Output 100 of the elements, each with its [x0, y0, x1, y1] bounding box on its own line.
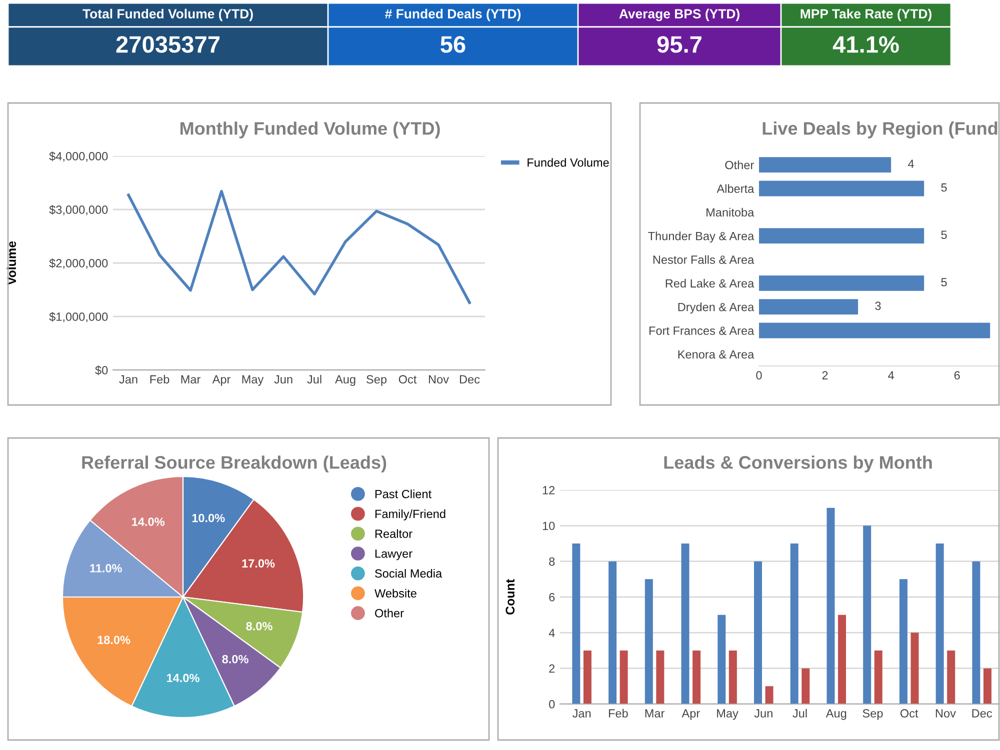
y-tick-label: $2,000,000 — [49, 258, 108, 269]
x-tick-label: Feb — [608, 708, 628, 718]
y-tick-label: Nestor Falls & Area — [653, 255, 754, 264]
y-tick-label: $4,000,000 — [49, 152, 108, 162]
x-tick-label: Apr — [682, 709, 700, 720]
y-tick-label: Kenora & Area — [678, 350, 754, 359]
category-label: Average BPS (YTD) — [619, 8, 740, 22]
bar — [759, 275, 924, 291]
data-label: 8.0% — [246, 622, 272, 630]
bar — [754, 561, 762, 704]
bar — [899, 579, 908, 704]
legend-label: Family/Friend — [375, 509, 446, 520]
bar — [759, 299, 858, 315]
y-axis-title: Volume — [6, 241, 16, 286]
x-tick-label: Sep — [862, 709, 883, 720]
data-label: 5 — [941, 278, 947, 286]
data-label: 5 — [941, 183, 947, 192]
data-label: 14.0% — [132, 518, 165, 526]
x-tick-label: Mar — [645, 709, 665, 718]
bar — [728, 650, 737, 704]
bar — [972, 561, 980, 704]
bar — [936, 544, 944, 704]
x-tick-label: Jan — [572, 709, 591, 718]
x-tick-label: Oct — [900, 709, 918, 718]
bar — [838, 614, 846, 704]
x-tick-label: 2 — [822, 371, 828, 380]
x-tick-label: Dec — [972, 709, 992, 718]
y-tick-label: Fort Frances & Area — [649, 326, 754, 335]
x-tick-label: Jul — [792, 708, 807, 718]
x-tick-label: Jul — [307, 374, 322, 384]
y-tick-label: $0 — [95, 366, 108, 376]
category-label: # Funded Deals (YTD) — [385, 8, 521, 22]
x-tick-label: Jun — [274, 375, 292, 384]
data-label: 11.0% — [90, 564, 122, 572]
bar — [572, 544, 580, 704]
x-tick-label: Nov — [936, 709, 956, 718]
bar — [759, 180, 924, 196]
y-tick-label: 6 — [549, 593, 555, 602]
legend-label: Realtor — [375, 529, 412, 538]
bar — [790, 544, 798, 704]
chart-title: Referral Source Breakdown (Leads) — [82, 456, 386, 472]
legend-label: Other — [375, 608, 404, 618]
bar — [620, 650, 628, 704]
bar — [583, 650, 592, 704]
y-tick-label: 10 — [542, 522, 555, 530]
bar — [947, 650, 956, 704]
data-label: 3 — [875, 302, 881, 310]
y-tick-label: Alberta — [716, 184, 754, 193]
y-tick-label: 2 — [549, 664, 555, 673]
y-tick-label: Manitoba — [706, 208, 754, 217]
x-tick-label: Nov — [428, 375, 449, 384]
data-label: 17.0% — [242, 559, 275, 568]
y-tick-label: Red Lake & Area — [666, 278, 754, 288]
category-label: MPP Take Rate (YTD) — [800, 8, 932, 22]
y-tick-label: Other — [725, 160, 754, 170]
x-tick-label: May — [242, 375, 264, 386]
bar — [692, 650, 701, 704]
x-tick-label: Aug — [335, 375, 356, 386]
legend-label: Website — [374, 588, 416, 598]
bar — [718, 614, 726, 704]
bar — [802, 668, 810, 704]
x-tick-label: Jun — [754, 709, 772, 718]
y-tick-label: 0 — [549, 700, 555, 708]
y-tick-label: Thunder Bay & Area — [648, 232, 754, 243]
bar — [765, 686, 774, 704]
x-tick-label: Dec — [460, 375, 480, 384]
x-tick-label: May — [717, 709, 738, 720]
x-tick-label: Oct — [398, 375, 417, 384]
bar — [656, 650, 664, 704]
text: 41.1% — [832, 36, 899, 53]
legend-label: Lawyer — [375, 550, 412, 560]
data-label: 4 — [908, 160, 914, 168]
bar — [826, 508, 835, 704]
chart-title: Leads & Conversions by Month — [664, 456, 932, 472]
y-tick-label: $3,000,000 — [49, 205, 108, 216]
text: 27035377 — [116, 36, 220, 53]
chart-title: Monthly Funded Volume (YTD) — [180, 122, 440, 138]
y-tick-label: 8 — [549, 557, 555, 566]
bar — [759, 157, 892, 173]
bar — [863, 526, 872, 704]
legend-label: Past Client — [375, 490, 432, 498]
bar — [874, 650, 882, 704]
legend-label: Funded Volume — [528, 158, 609, 167]
line-series — [127, 190, 471, 304]
text: 95.7 — [657, 36, 702, 53]
x-tick-label: Jan — [119, 375, 138, 384]
data-label: 10.0% — [192, 514, 225, 522]
bar — [759, 322, 990, 338]
x-tick-label: Mar — [181, 375, 200, 384]
y-tick-label: $1,000,000 — [49, 312, 108, 322]
text: 56 — [440, 36, 466, 53]
chart-title: Live Deals by Region (Fund — [762, 122, 998, 138]
x-tick-label: Apr — [212, 375, 230, 386]
bar — [681, 544, 690, 704]
x-tick-label: Aug — [826, 709, 846, 720]
legend-label: Social Media — [375, 568, 442, 578]
data-label: 5 — [941, 230, 947, 239]
data-label: 18.0% — [98, 636, 130, 644]
x-tick-label: 0 — [756, 371, 762, 380]
x-tick-label: 4 — [888, 371, 894, 380]
